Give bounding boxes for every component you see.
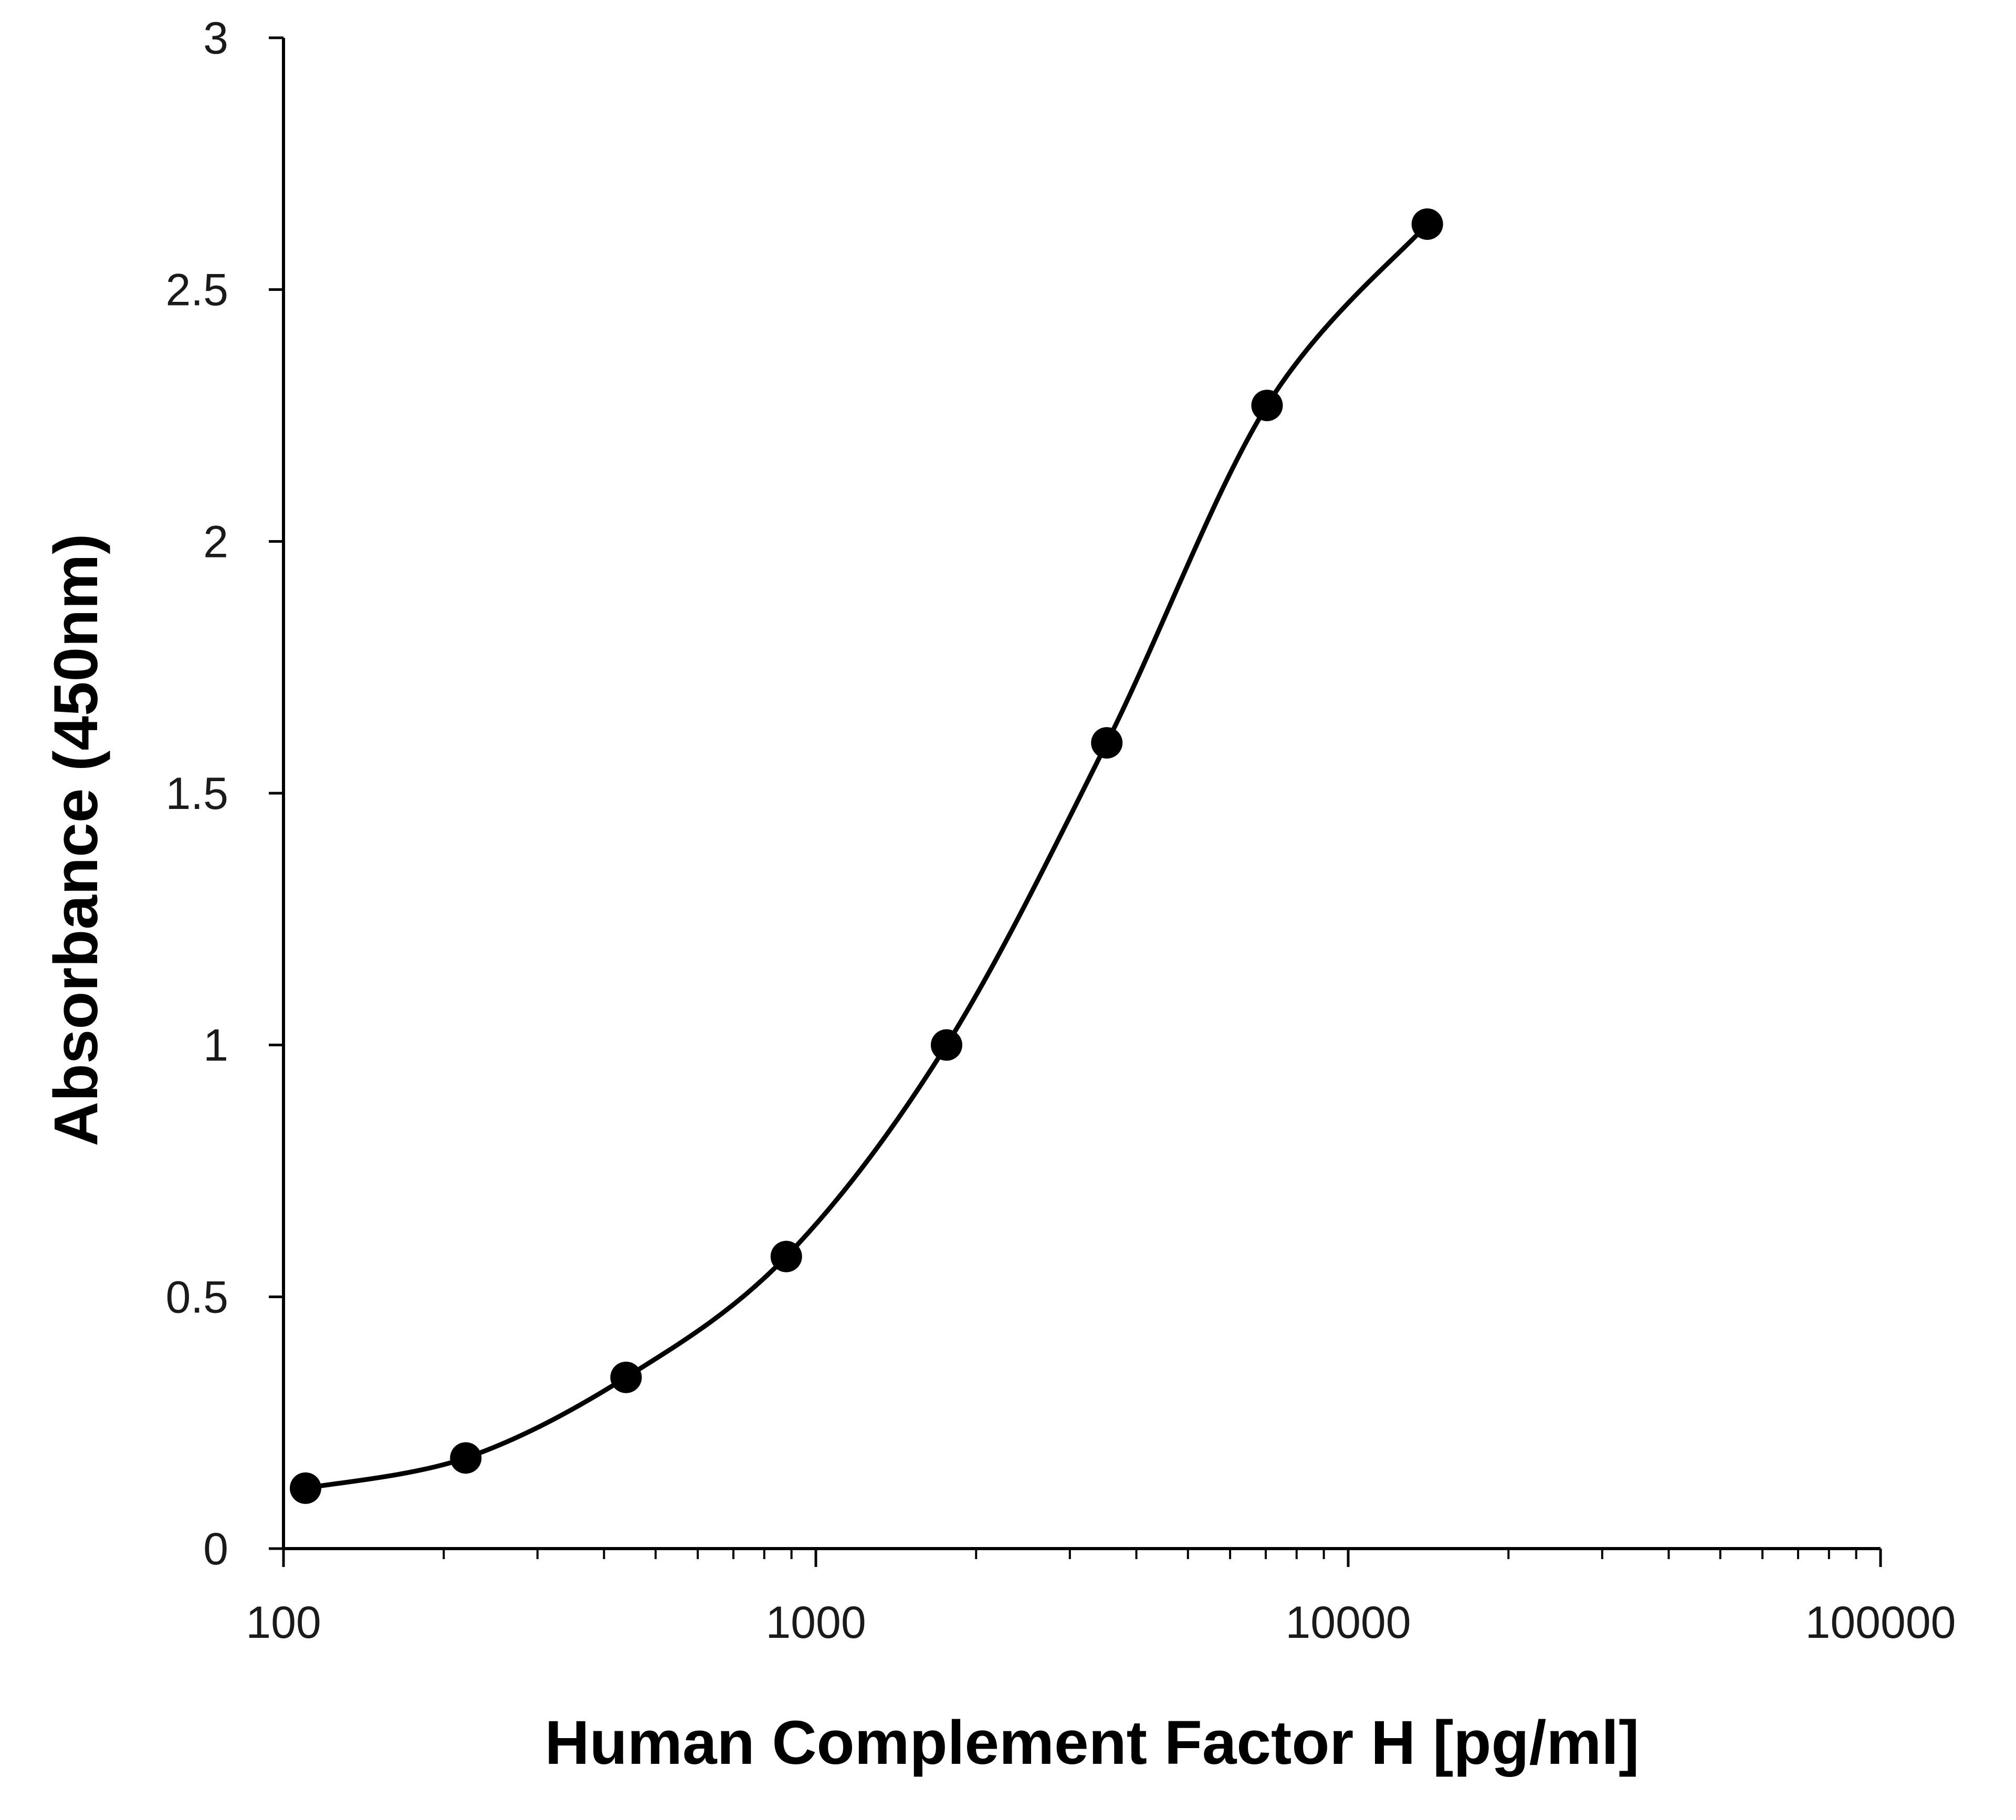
series-curve bbox=[305, 222, 1430, 1491]
tick-labels: 0 0.5 1 1.5 2 2.5 3 100 1000 10000 100000 bbox=[165, 13, 1956, 1648]
x-tick-label: 100000 bbox=[1805, 1597, 1956, 1648]
ticks bbox=[269, 36, 1882, 1567]
data-point bbox=[1251, 390, 1283, 422]
data-point bbox=[610, 1361, 642, 1393]
x-axis-title: Human Complement Factor H [pg/ml] bbox=[545, 1708, 1640, 1777]
y-axis-title: Absorbance (450nm) bbox=[41, 533, 111, 1146]
x-tick-label: 1000 bbox=[765, 1597, 866, 1648]
data-point bbox=[450, 1442, 482, 1474]
x-tick-label: 100 bbox=[246, 1597, 321, 1648]
y-tick-label: 2.5 bbox=[165, 265, 228, 315]
data-point bbox=[1411, 208, 1443, 240]
y-tick-label: 0 bbox=[203, 1524, 228, 1574]
data-point bbox=[289, 1472, 321, 1504]
data-point bbox=[930, 1029, 962, 1061]
series-curve-group bbox=[305, 222, 1430, 1491]
data-point bbox=[1091, 727, 1123, 759]
data-point bbox=[770, 1240, 802, 1272]
y-tick-label: 0.5 bbox=[165, 1272, 228, 1322]
y-tick-label: 3 bbox=[203, 13, 228, 64]
data-points bbox=[289, 208, 1443, 1504]
y-tick-label: 2 bbox=[203, 517, 228, 567]
x-tick-label: 10000 bbox=[1285, 1597, 1411, 1648]
y-tick-label: 1.5 bbox=[165, 769, 228, 819]
y-tick-label: 1 bbox=[203, 1021, 228, 1071]
